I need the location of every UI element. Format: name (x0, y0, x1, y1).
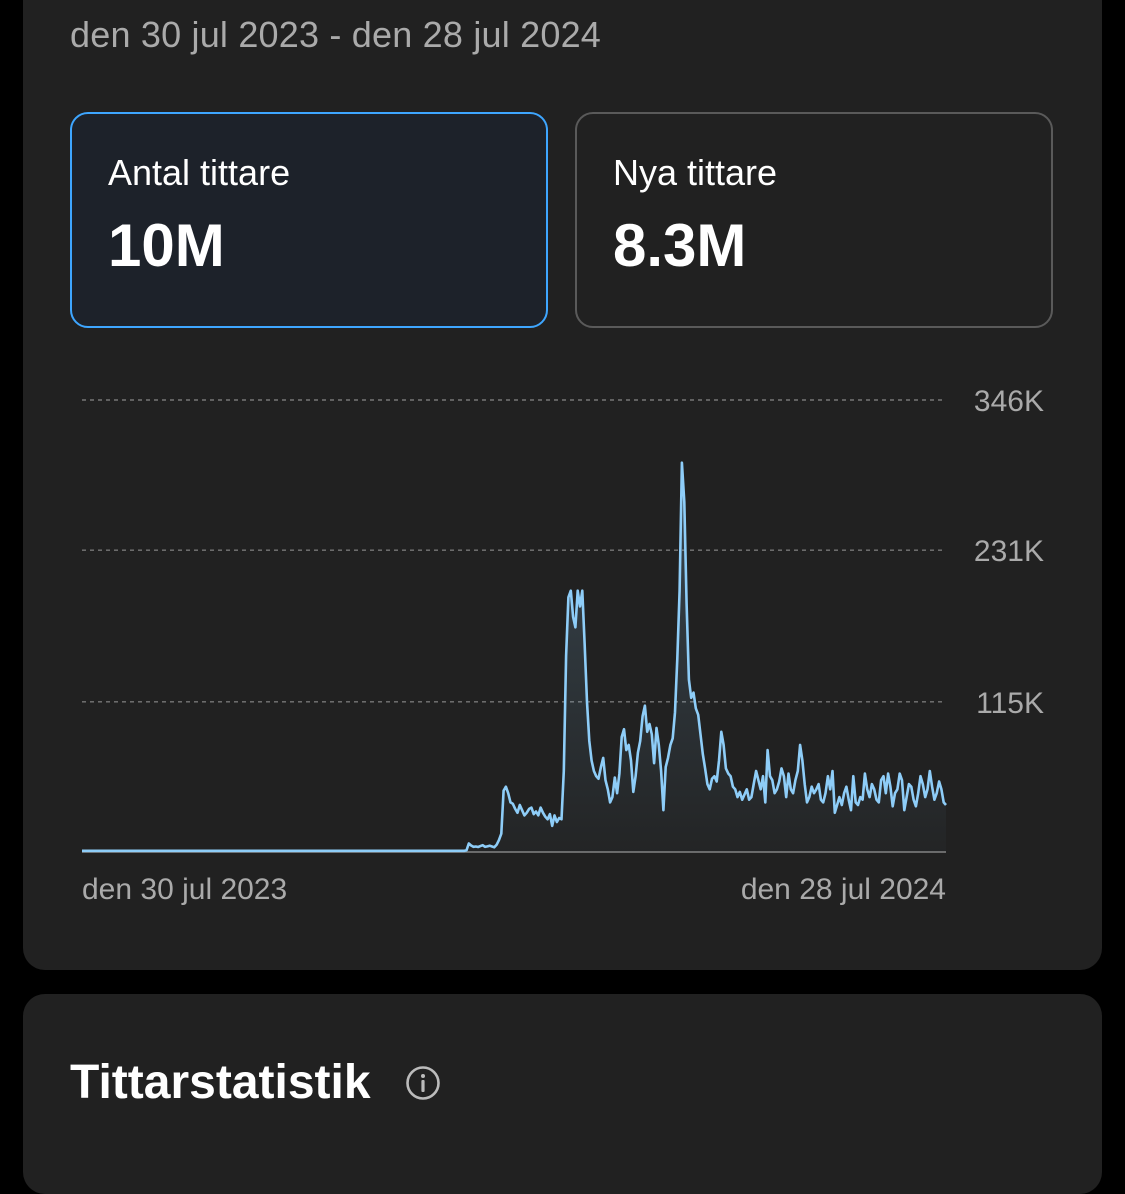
y-tick-label: 346K (974, 385, 1044, 418)
section-title: Tittarstatistik (70, 1056, 371, 1109)
y-tick-label: 231K (974, 535, 1044, 568)
metric-value: 8.3M (613, 212, 747, 279)
metric-value: 10M (108, 212, 225, 279)
metric-label: Antal tittare (108, 152, 291, 193)
viewers-line-chart: 346K 231K 115K den 30 jul 2023 den 28 jul 20… (82, 385, 1044, 906)
x-tick-label: den 28 jul 2024 (741, 873, 946, 906)
info-icon[interactable] (405, 1065, 441, 1101)
metric-card-total-viewers[interactable]: Antal tittare 10M (70, 112, 548, 328)
x-tick-label: den 30 jul 2023 (82, 873, 287, 906)
series-line (82, 461, 947, 853)
date-range: den 30 jul 2023 - den 28 jul 2024 (70, 14, 602, 55)
series-area (82, 462, 946, 852)
y-tick-label: 115K (976, 687, 1044, 720)
metric-card-new-viewers[interactable]: Nya tittare 8.3M (575, 112, 1053, 328)
metric-label: Nya tittare (613, 152, 778, 193)
